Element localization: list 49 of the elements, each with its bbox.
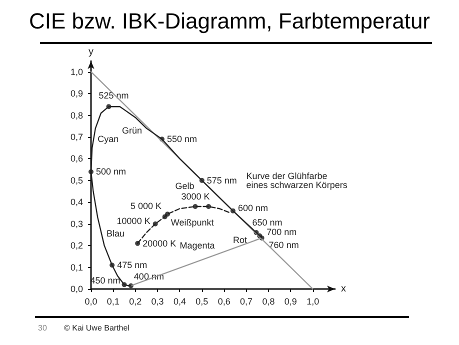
y-tick-label: 0,8 <box>70 110 83 120</box>
annotation: 475 nm <box>117 260 148 270</box>
text: 30 <box>38 324 48 332</box>
annotation: 20000 K <box>142 238 176 248</box>
text: © Kai Uwe Barthel <box>64 324 130 332</box>
y-tick-label: 0,0 <box>70 284 83 294</box>
x-tick-label: 0,1 <box>106 296 120 306</box>
x-tick-label: 0,5 <box>196 296 208 306</box>
x-axis-title: x <box>341 284 346 294</box>
x-tick-label: 0,9 <box>284 296 297 306</box>
x-tick-label: 0,8 <box>262 296 275 306</box>
x-tick-label: 0,2 <box>129 296 142 306</box>
annotation: 525 nm <box>98 90 129 101</box>
x-tick-label: 0,4 <box>173 296 186 306</box>
y-tick-label: 0,9 <box>70 88 83 99</box>
y-tick-label: 0,3 <box>70 218 83 229</box>
annotation: Blau <box>106 228 125 239</box>
x-tick-label: 0,3 <box>151 296 164 306</box>
y-tick-label: 1,0 <box>70 66 83 77</box>
y-tick-label: 0,7 <box>70 132 83 142</box>
annotation: 450 nm <box>90 276 120 286</box>
annotation: Gelb <box>175 180 194 191</box>
x-tick-label: 0,6 <box>218 296 230 306</box>
annotation: 3000 K <box>181 191 210 202</box>
y-tick-label: 0,2 <box>70 240 83 251</box>
annotation: 5 000 K <box>130 201 162 212</box>
annotation: 700 nm <box>266 226 297 237</box>
annotation: Grün <box>122 125 142 136</box>
annotation: 550 nm <box>166 134 198 144</box>
annotation: Rot <box>232 235 248 246</box>
x-tick-label: 1,0 <box>306 296 320 306</box>
annotation: Cyan <box>98 134 119 144</box>
annotation: 10000 K <box>116 216 150 226</box>
annotation: 600 nm <box>238 202 268 213</box>
chart-title: CIE bzw. IBK-Diagramm, Farbtemperatur <box>28 8 430 34</box>
y-tick-label: 0,1 <box>70 262 83 272</box>
annotation: 650 nm <box>252 218 282 228</box>
y-axis-title: y <box>88 46 94 58</box>
annotation: Kurve der Glühfarbe eines schwarzen Körpers <box>246 170 348 190</box>
y-tick-label: 0,4 <box>70 197 83 208</box>
annotation: Weißpunkt <box>170 218 214 228</box>
annotation: 575 nm <box>206 175 237 186</box>
annotation: 500 nm <box>96 166 126 177</box>
x-tick-label: 0,7 <box>240 296 253 306</box>
y-tick-label: 0,6 <box>70 154 83 164</box>
annotation: 760 nm <box>268 240 299 250</box>
annotation: Magenta <box>180 240 215 251</box>
y-tick-label: 0,5 <box>70 175 83 186</box>
x-tick-label: 0,0 <box>84 296 98 306</box>
